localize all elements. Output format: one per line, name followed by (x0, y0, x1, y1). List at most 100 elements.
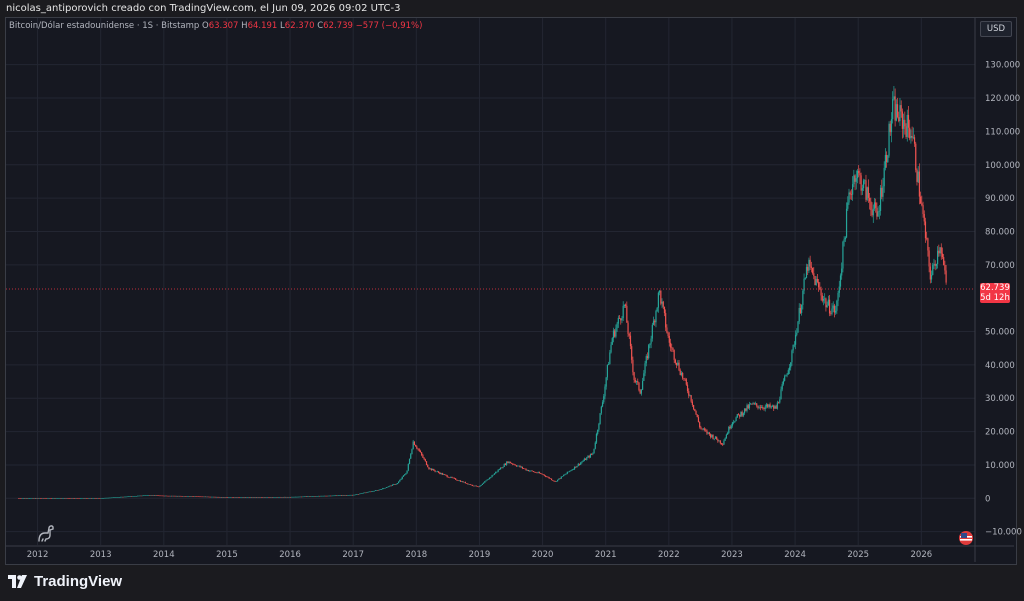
candle-body (111, 497, 113, 499)
candle-body (900, 105, 902, 112)
candle-body (89, 498, 91, 499)
candle-body (564, 474, 566, 476)
candle-body (155, 495, 157, 496)
symbol-name[interactable]: Bitcoin/Dólar estadounidense · 1S · Bits… (9, 21, 200, 31)
candle-body (904, 119, 906, 127)
candle-body (701, 428, 703, 430)
candle-body (368, 491, 371, 493)
candle-body (130, 496, 133, 497)
candle-body (282, 496, 284, 498)
candle-body (570, 470, 572, 471)
candle-body (195, 496, 197, 497)
candle-body (540, 473, 542, 474)
currency-button[interactable]: USD (980, 21, 1012, 37)
candle-body (598, 423, 600, 430)
candle-body (436, 471, 439, 473)
candle-body (297, 496, 299, 498)
candle-body (266, 497, 269, 498)
x-tick-label: 2016 (279, 550, 301, 560)
candle-body (150, 495, 152, 496)
x-tick-label: 2020 (532, 550, 554, 560)
candle-body (837, 292, 839, 301)
candle-body (190, 496, 192, 497)
tradingview-logo[interactable]: TradingView (8, 573, 122, 590)
candle-body (191, 496, 193, 497)
candle-body (442, 474, 445, 475)
candle-body (480, 484, 482, 486)
candle-body (832, 305, 834, 309)
candle-body (788, 367, 791, 371)
candle-body (187, 496, 190, 497)
candle-body (507, 461, 509, 463)
candle-body (614, 330, 616, 337)
candle-body (799, 307, 802, 313)
candle-body (577, 463, 579, 466)
candle-body (134, 495, 136, 497)
candle-body (320, 495, 322, 497)
candle-body (842, 241, 844, 269)
candle-body (247, 497, 249, 498)
candle-body (720, 443, 723, 445)
candle-body (417, 448, 419, 450)
candle-body (169, 495, 171, 497)
candle-body (527, 470, 530, 472)
candle-body (660, 290, 662, 304)
candle-body (638, 382, 640, 391)
candle-body (696, 414, 698, 418)
candle-body (629, 335, 632, 347)
chart-area[interactable] (5, 17, 1017, 565)
candle-body (487, 479, 490, 480)
candle-body (39, 498, 42, 499)
candle-body (815, 279, 817, 286)
candle-body (656, 307, 658, 312)
candle-body (235, 497, 237, 498)
dinosaur-icon (36, 524, 56, 546)
candle-body (939, 247, 941, 254)
candle-body (584, 458, 587, 460)
high-value: 64.191 (247, 21, 278, 31)
candle-body (425, 461, 428, 466)
candle-body (575, 466, 577, 468)
candle-body (726, 433, 729, 435)
candle-body (306, 496, 309, 497)
candle-body (344, 495, 346, 496)
candle-body (440, 473, 442, 474)
candle-body (746, 405, 748, 411)
candle-body (759, 407, 761, 409)
candle-body (281, 496, 283, 498)
candle-body (377, 490, 379, 491)
candle-body (784, 376, 786, 381)
candle-body (446, 475, 448, 478)
candle-body (945, 270, 947, 283)
candle-body (99, 498, 101, 499)
candle-body (523, 468, 525, 469)
candle-body (512, 463, 514, 465)
candle-body (117, 497, 119, 498)
candle-body (123, 496, 125, 498)
x-tick-label: 2018 (406, 550, 428, 560)
candle-body (225, 497, 227, 498)
candle-body (441, 473, 443, 475)
candle-body (258, 497, 260, 498)
candle-body (597, 429, 599, 434)
candle-body (389, 485, 391, 487)
candle-body (94, 498, 96, 499)
candle-body (189, 496, 191, 497)
candle-body (771, 405, 774, 407)
candle-body (838, 286, 840, 293)
change-value: −577 (−0,91%) (355, 21, 423, 31)
candle-body (279, 496, 281, 498)
candle-body (113, 497, 116, 498)
candle-body (433, 469, 435, 471)
us-flag-icon[interactable] (958, 530, 974, 550)
candle-body (328, 495, 331, 497)
candle-body (833, 305, 836, 313)
candle-body (785, 375, 787, 377)
x-tick-label: 2013 (90, 550, 112, 560)
candle-body (164, 495, 167, 497)
candle-body (674, 359, 676, 363)
candle-body (510, 463, 513, 464)
y-tick-label: 80.000 (985, 227, 1015, 237)
candle-body (122, 496, 124, 498)
